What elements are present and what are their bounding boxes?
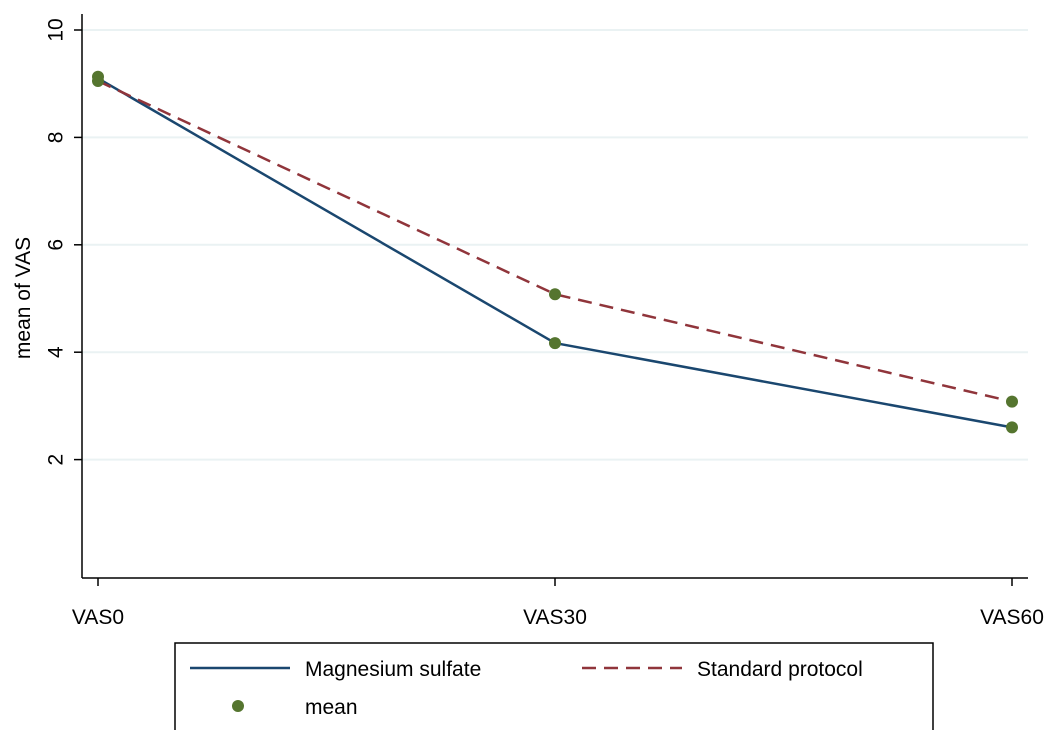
series-lines: [97, 77, 1013, 429]
legend: Magnesium sulfate Standard protocol mean: [174, 642, 934, 730]
x-tick-label-VAS0: VAS0: [72, 606, 124, 629]
mean-marker: [1006, 395, 1018, 408]
gridlines: [82, 29, 1028, 461]
mean-marker: [549, 337, 561, 350]
axes: [74, 14, 1028, 586]
y-tick-label: 10: [44, 18, 67, 41]
series-line-1: [97, 77, 1013, 429]
y-tick-label: 8: [44, 132, 67, 144]
y-axis-title: mean of VAS: [12, 237, 35, 359]
tick-labels: 2 4 6 8 10 VAS0 VAS30 VAS60: [44, 18, 1044, 629]
y-tick-label: 2: [44, 454, 67, 466]
legend-label-mean: mean: [305, 696, 358, 719]
mean-marker: [92, 75, 104, 88]
y-tick-label: 4: [44, 346, 67, 358]
legend-swatch-mean: [232, 700, 244, 712]
x-tick-label-VAS30: VAS30: [523, 606, 587, 629]
legend-box: [174, 642, 934, 730]
y-tick-label: 6: [44, 239, 67, 251]
x-tick-label-VAS60: VAS60: [980, 606, 1044, 629]
mean-markers: [92, 70, 1018, 434]
legend-label-series-1: Magnesium sulfate: [305, 658, 481, 681]
legend-label-series-2: Standard protocol: [697, 658, 863, 681]
mean-marker: [1006, 421, 1018, 434]
series-line-2: [97, 79, 1013, 403]
mean-marker: [549, 288, 561, 301]
